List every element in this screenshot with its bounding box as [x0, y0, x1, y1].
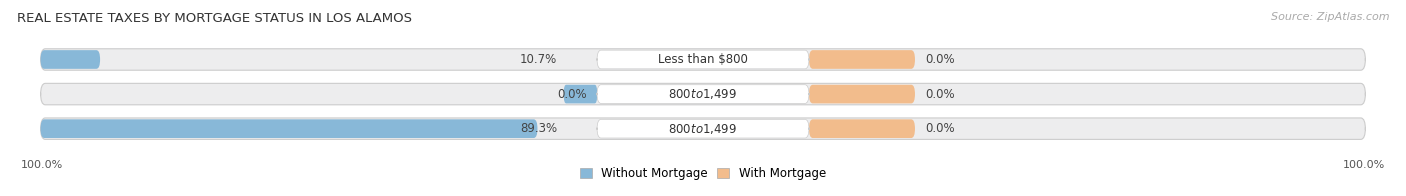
FancyBboxPatch shape [598, 85, 808, 103]
Text: 0.0%: 0.0% [925, 53, 955, 66]
Text: 100.0%: 100.0% [21, 160, 63, 170]
Text: 100.0%: 100.0% [1343, 160, 1385, 170]
FancyBboxPatch shape [564, 85, 598, 103]
FancyBboxPatch shape [808, 50, 915, 69]
FancyBboxPatch shape [598, 119, 808, 138]
Text: REAL ESTATE TAXES BY MORTGAGE STATUS IN LOS ALAMOS: REAL ESTATE TAXES BY MORTGAGE STATUS IN … [17, 12, 412, 25]
Text: $800 to $1,499: $800 to $1,499 [668, 122, 738, 136]
FancyBboxPatch shape [41, 83, 1365, 105]
FancyBboxPatch shape [41, 50, 100, 69]
Text: 0.0%: 0.0% [925, 88, 955, 101]
Legend: Without Mortgage, With Mortgage: Without Mortgage, With Mortgage [581, 167, 825, 180]
Text: 10.7%: 10.7% [520, 53, 557, 66]
FancyBboxPatch shape [41, 118, 1365, 139]
FancyBboxPatch shape [41, 49, 1365, 70]
FancyBboxPatch shape [808, 85, 915, 103]
FancyBboxPatch shape [808, 119, 915, 138]
Text: 0.0%: 0.0% [925, 122, 955, 135]
Text: Less than $800: Less than $800 [658, 53, 748, 66]
FancyBboxPatch shape [598, 50, 808, 69]
FancyBboxPatch shape [41, 119, 537, 138]
Text: 89.3%: 89.3% [520, 122, 557, 135]
Text: 0.0%: 0.0% [557, 88, 586, 101]
Text: $800 to $1,499: $800 to $1,499 [668, 87, 738, 101]
Text: Source: ZipAtlas.com: Source: ZipAtlas.com [1271, 12, 1389, 22]
